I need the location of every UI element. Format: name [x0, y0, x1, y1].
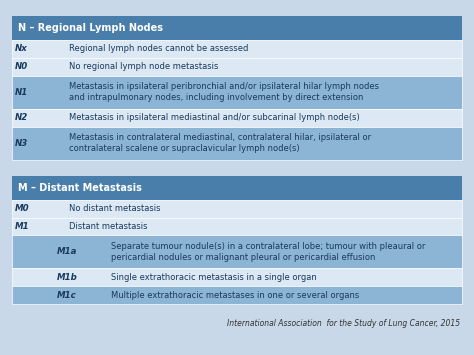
Text: Nx: Nx [15, 44, 27, 54]
Bar [12, 58, 462, 76]
Bar [12, 127, 462, 160]
Text: M1: M1 [15, 222, 29, 231]
Text: Regional lymph nodes cannot be assessed: Regional lymph nodes cannot be assessed [69, 44, 248, 54]
Bar [12, 200, 462, 218]
Text: Separate tumour nodule(s) in a contralateral lobe; tumour with pleaural or
peric: Separate tumour nodule(s) in a contralat… [111, 242, 425, 262]
Bar [12, 109, 462, 127]
Text: M0: M0 [15, 204, 29, 213]
Text: International Association  for the Study of Lung Cancer, 2015: International Association for the Study … [227, 319, 460, 328]
Text: M1a: M1a [56, 247, 77, 256]
Text: N0: N0 [15, 62, 28, 71]
Text: M1c: M1c [56, 291, 76, 300]
Text: Multiple extrathoracic metastases in one or several organs: Multiple extrathoracic metastases in one… [111, 291, 359, 300]
Bar [12, 235, 462, 268]
Bar [12, 286, 462, 304]
Text: Distant metastasis: Distant metastasis [69, 222, 148, 231]
Bar [12, 16, 462, 40]
Bar [12, 40, 462, 58]
Bar [12, 76, 462, 109]
Bar [12, 218, 462, 235]
Text: No regional lymph node metastasis: No regional lymph node metastasis [69, 62, 219, 71]
Text: M – Distant Metastasis: M – Distant Metastasis [18, 183, 141, 193]
Text: Metastasis in ipsilateral peribronchial and/or ipsilateral hilar lymph nodes
and: Metastasis in ipsilateral peribronchial … [69, 82, 379, 102]
Text: N1: N1 [15, 88, 28, 97]
Text: No distant metastasis: No distant metastasis [69, 204, 161, 213]
Text: Metastasis in ipsilateral mediastinal and/or subcarinal lymph node(s): Metastasis in ipsilateral mediastinal an… [69, 113, 360, 122]
Text: N2: N2 [15, 113, 28, 122]
Bar [12, 176, 462, 200]
Bar [12, 268, 462, 286]
Text: N3: N3 [15, 139, 28, 148]
Text: M1b: M1b [56, 273, 77, 282]
Text: Metastasis in contralateral mediastinal, contralateral hilar, ipsilateral or
con: Metastasis in contralateral mediastinal,… [69, 133, 371, 153]
Text: N – Regional Lymph Nodes: N – Regional Lymph Nodes [18, 23, 163, 33]
Text: Single extrathoracic metastasis in a single organ: Single extrathoracic metastasis in a sin… [111, 273, 317, 282]
